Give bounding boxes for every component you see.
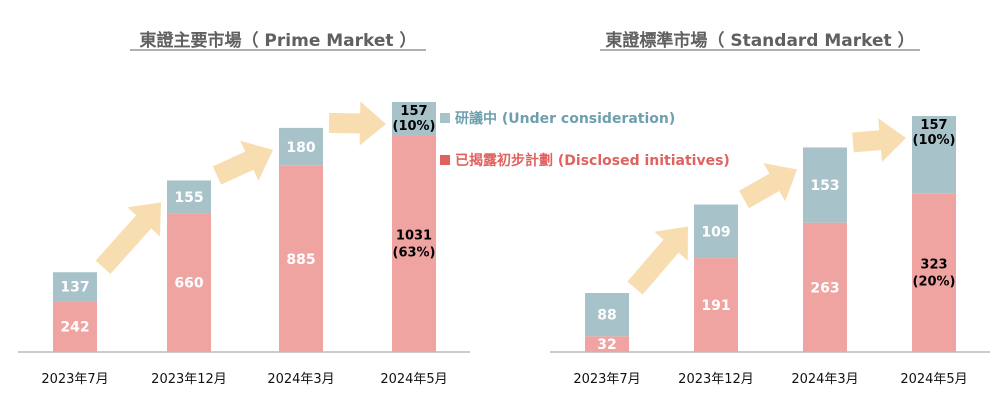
data-label-disclosed: 191 bbox=[701, 298, 730, 314]
percent-label-disclosed: (20%) bbox=[913, 275, 956, 290]
data-label-disclosed: 242 bbox=[60, 320, 89, 336]
bar-disclosed bbox=[167, 213, 211, 352]
bar-disclosed bbox=[392, 135, 436, 352]
data-label-under: 137 bbox=[60, 280, 89, 296]
data-label-under: 109 bbox=[701, 224, 730, 240]
data-label-disclosed: 32 bbox=[597, 337, 616, 353]
standard-market-chart: 88 32 2023年7月 109 191 2023年12月 153 263 2024年3月 15… bbox=[550, 116, 990, 387]
x-tick-label: 2024年5月 bbox=[900, 372, 967, 387]
x-tick-label: 2024年3月 bbox=[267, 372, 334, 387]
bar-under-consideration bbox=[392, 102, 436, 136]
legend-under-label: 研議中 (Under consideration) bbox=[455, 110, 675, 127]
growth-arrow bbox=[739, 163, 797, 209]
growth-arrow bbox=[212, 140, 273, 185]
bar-disclosed bbox=[912, 193, 956, 352]
chart-title-prime: 東證主要市場（ Prime Market ） bbox=[140, 30, 417, 51]
bar-under-consideration bbox=[912, 116, 956, 194]
x-tick-label: 2024年5月 bbox=[380, 372, 447, 387]
data-label-disclosed: 1031 bbox=[396, 229, 432, 244]
prime-market-chart: 137 242 2023年7月 155 660 2023年12月 180 885 2024年3月… bbox=[18, 101, 470, 387]
x-tick-label: 2023年7月 bbox=[41, 372, 108, 387]
percent-label-under: (10%) bbox=[913, 133, 956, 148]
percent-label-under: (10%) bbox=[393, 119, 436, 134]
x-tick-label: 2024年3月 bbox=[791, 372, 858, 387]
data-label-disclosed: 323 bbox=[920, 258, 947, 273]
percent-label-disclosed: (63%) bbox=[393, 246, 436, 261]
bar-under-consideration bbox=[167, 180, 211, 214]
growth-arrow bbox=[328, 101, 386, 146]
growth-arrow bbox=[852, 118, 906, 163]
bar-under-consideration bbox=[694, 204, 738, 259]
growth-arrow bbox=[95, 202, 161, 274]
data-label-disclosed: 263 bbox=[810, 280, 839, 296]
bar-under-consideration bbox=[585, 293, 629, 337]
legend-under-swatch bbox=[440, 113, 450, 123]
x-tick-label: 2023年12月 bbox=[151, 372, 227, 387]
bar-under-consideration bbox=[803, 147, 847, 223]
data-label-under: 157 bbox=[920, 118, 947, 133]
data-label-under: 153 bbox=[810, 178, 839, 194]
data-label-under: 155 bbox=[174, 190, 203, 206]
data-label-disclosed: 885 bbox=[286, 252, 315, 268]
bar-disclosed bbox=[803, 222, 847, 352]
x-tick-label: 2023年7月 bbox=[573, 372, 640, 387]
chart-title-standard: 東證標準市場（ Standard Market ） bbox=[605, 30, 914, 51]
bar-under-consideration bbox=[279, 127, 323, 166]
legend-disclosed-swatch bbox=[440, 155, 450, 165]
bar-disclosed bbox=[53, 301, 97, 352]
data-label-disclosed: 660 bbox=[174, 276, 203, 292]
bar-disclosed bbox=[279, 165, 323, 352]
data-label-under: 157 bbox=[400, 104, 427, 119]
x-tick-label: 2023年12月 bbox=[678, 372, 754, 387]
bar-disclosed bbox=[694, 258, 738, 352]
legend-disclosed-label: 已揭露初步計劃 (Disclosed initiatives) bbox=[455, 152, 730, 169]
bar-under-consideration bbox=[53, 272, 97, 302]
data-label-under: 180 bbox=[286, 140, 315, 156]
bar-disclosed bbox=[585, 336, 629, 352]
data-label-under: 88 bbox=[597, 308, 616, 324]
growth-arrow bbox=[627, 226, 688, 295]
